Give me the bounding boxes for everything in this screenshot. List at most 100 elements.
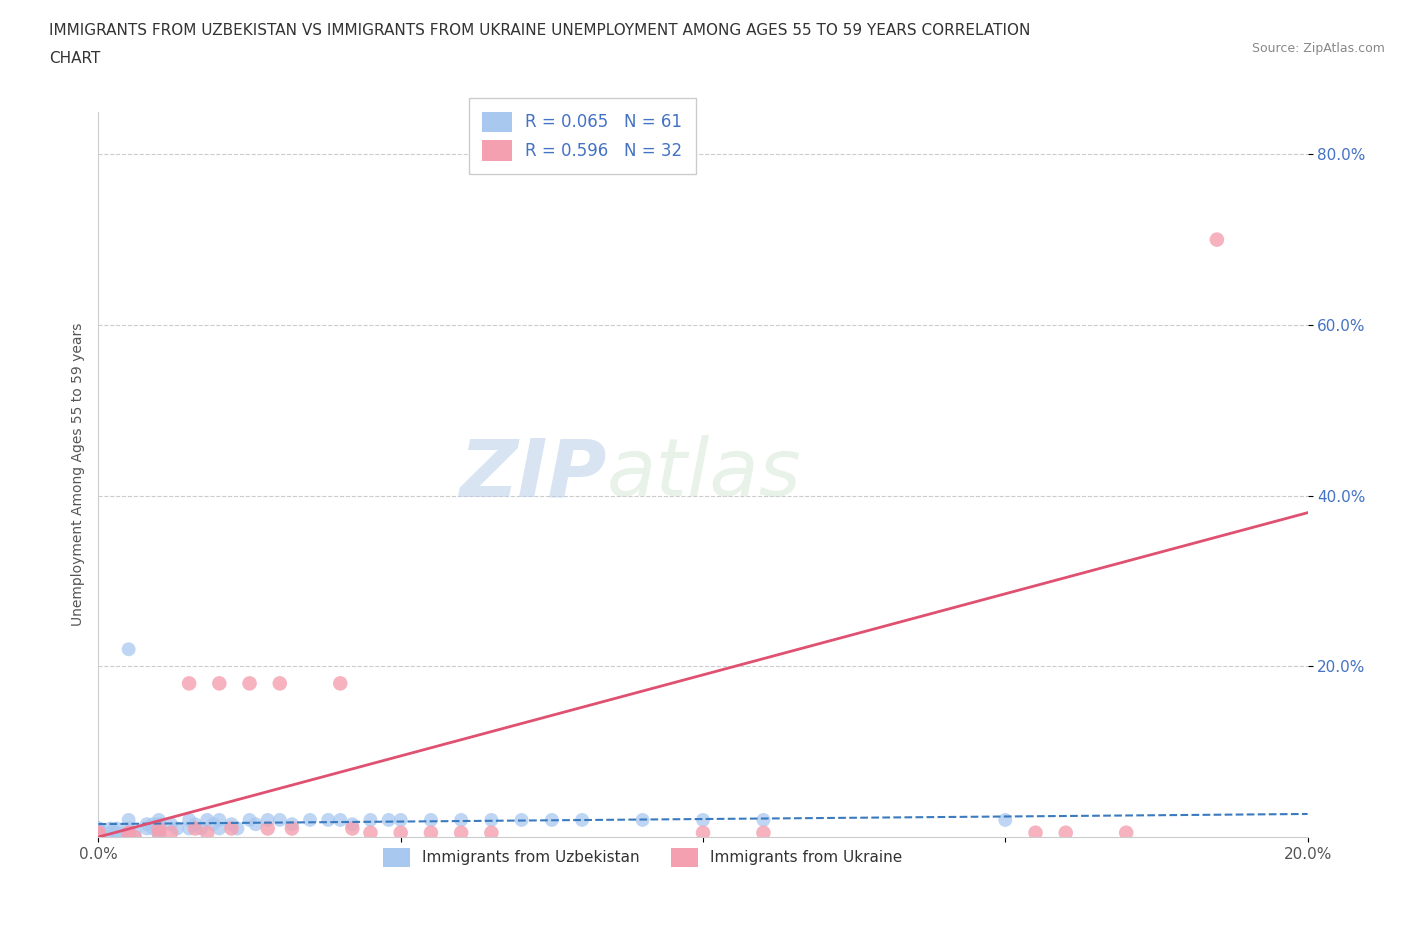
Point (299, 813, 322, 828)
Point (179, 676, 201, 691)
Point (100, 821, 122, 836)
Point (87, 825, 110, 840)
Point (420, 813, 443, 828)
Point (208, 676, 231, 691)
Point (179, 813, 201, 828)
Text: Source: ZipAtlas.com: Source: ZipAtlas.com (1251, 42, 1385, 55)
Point (105, 830, 128, 844)
Point (87, 825, 110, 840)
Point (208, 813, 231, 828)
Point (195, 825, 218, 840)
Point (450, 825, 472, 840)
Point (160, 817, 183, 831)
Text: CHART: CHART (49, 51, 101, 66)
Point (420, 825, 443, 840)
Point (239, 676, 262, 691)
Point (195, 813, 218, 828)
Point (124, 830, 146, 844)
Text: atlas: atlas (606, 435, 801, 513)
Point (1024, 825, 1046, 840)
Point (148, 813, 170, 828)
Point (281, 817, 304, 831)
Point (752, 825, 775, 840)
Point (118, 825, 141, 840)
Point (360, 813, 382, 828)
Point (226, 821, 249, 836)
Point (87, 830, 110, 844)
Point (87, 825, 110, 840)
Point (269, 676, 291, 691)
Y-axis label: Unemployment Among Ages 55 to 59 years: Unemployment Among Ages 55 to 59 years (70, 323, 84, 626)
Point (329, 676, 352, 691)
Point (87, 821, 110, 836)
Point (142, 821, 165, 836)
Legend: Immigrants from Uzbekistan, Immigrants from Ukraine: Immigrants from Uzbekistan, Immigrants f… (377, 842, 908, 873)
Point (160, 825, 183, 840)
Point (184, 817, 207, 831)
Point (118, 830, 141, 844)
Point (118, 813, 141, 828)
Point (481, 825, 503, 840)
Point (269, 813, 291, 828)
Point (1115, 825, 1137, 840)
Point (118, 825, 141, 840)
Point (329, 813, 352, 828)
Point (135, 817, 157, 831)
Point (281, 821, 304, 836)
Point (148, 830, 170, 844)
Point (190, 821, 212, 836)
Point (202, 817, 225, 831)
Point (124, 825, 146, 840)
Point (692, 825, 714, 840)
Point (208, 821, 231, 836)
Point (179, 821, 201, 836)
Point (87, 825, 110, 840)
Point (166, 821, 188, 836)
Point (692, 813, 714, 828)
Point (87, 830, 110, 844)
Point (342, 817, 364, 831)
Point (87, 821, 110, 836)
Point (148, 821, 170, 836)
Point (87, 830, 110, 844)
Point (450, 813, 472, 828)
Point (316, 813, 339, 828)
Point (389, 813, 412, 828)
Point (510, 813, 533, 828)
Point (245, 817, 267, 831)
Point (1054, 825, 1077, 840)
Point (994, 813, 1017, 828)
Point (1206, 232, 1229, 247)
Point (631, 813, 654, 828)
Point (100, 825, 122, 840)
Point (87, 830, 110, 844)
Point (256, 813, 278, 828)
Point (118, 830, 141, 844)
Point (571, 813, 593, 828)
Point (540, 813, 562, 828)
Point (184, 821, 207, 836)
Point (148, 821, 170, 836)
Text: ZIP: ZIP (458, 435, 606, 513)
Point (118, 821, 141, 836)
Point (135, 821, 157, 836)
Point (481, 813, 503, 828)
Point (148, 817, 170, 831)
Point (342, 821, 364, 836)
Point (377, 813, 399, 828)
Point (148, 825, 170, 840)
Point (221, 817, 243, 831)
Point (221, 821, 243, 836)
Point (105, 825, 128, 840)
Point (87, 830, 110, 844)
Point (389, 825, 412, 840)
Text: IMMIGRANTS FROM UZBEKISTAN VS IMMIGRANTS FROM UKRAINE UNEMPLOYMENT AMONG AGES 55: IMMIGRANTS FROM UZBEKISTAN VS IMMIGRANTS… (49, 23, 1031, 38)
Point (118, 642, 141, 657)
Point (360, 825, 382, 840)
Point (142, 817, 165, 831)
Point (256, 821, 278, 836)
Point (87, 821, 110, 836)
Point (105, 821, 128, 836)
Point (752, 813, 775, 828)
Point (239, 813, 262, 828)
